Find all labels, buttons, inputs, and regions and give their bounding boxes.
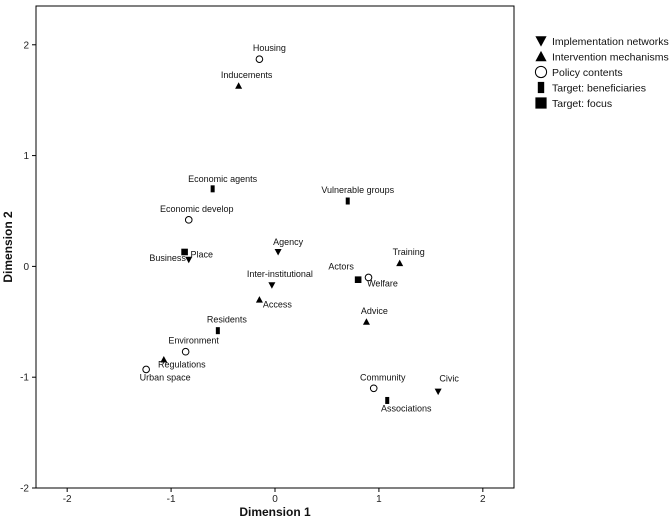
point-label: Associations xyxy=(381,403,432,413)
point-label: Civic xyxy=(439,374,459,384)
series-0: Agency Place Inter-institutional Civic xyxy=(185,237,459,396)
rect-marker xyxy=(537,81,545,94)
x-tick-label: 1 xyxy=(376,494,382,505)
rect-marker xyxy=(210,185,215,193)
y-tick-label: 2 xyxy=(23,40,29,51)
series-4: Business Actors xyxy=(149,248,362,283)
legend: Implementation networks Intervention mech… xyxy=(534,36,669,110)
point-label: Economic agents xyxy=(188,174,258,184)
point-label: Advice xyxy=(361,306,388,316)
point-label: Regulations xyxy=(158,359,206,369)
point-label: Training xyxy=(393,247,425,257)
triangle-down-marker xyxy=(274,248,282,256)
rect-marker xyxy=(345,197,350,205)
square-marker xyxy=(354,276,362,283)
circle-marker xyxy=(534,65,548,79)
legend-entry-label: Target: focus xyxy=(552,98,612,110)
y-axis-title: Dimension 2 xyxy=(1,211,15,283)
x-tick-label: 2 xyxy=(480,494,486,505)
point-label: Inducements xyxy=(221,70,273,80)
y-tick-label: 0 xyxy=(23,262,29,273)
triangle-down-marker xyxy=(434,388,442,396)
x-axis-title: Dimension 1 xyxy=(239,505,311,519)
point-label: Vulnerable groups xyxy=(321,185,394,195)
x-tick-label: -1 xyxy=(167,494,176,505)
point-label: Residents xyxy=(207,315,248,325)
legend-entry-label: Target: beneficiaries xyxy=(552,83,646,95)
y-tick-label: -2 xyxy=(20,484,29,495)
y-tick-label: -1 xyxy=(20,373,29,384)
point-label: Business xyxy=(149,253,186,263)
rect-marker xyxy=(215,327,220,335)
point-label: Community xyxy=(360,372,406,382)
point-label: Welfare xyxy=(367,278,398,288)
point-label: Actors xyxy=(328,262,354,272)
rect-marker xyxy=(385,396,390,404)
circle-marker xyxy=(184,216,193,224)
point-label: Agency xyxy=(273,237,304,247)
point-label: Environment xyxy=(168,336,219,346)
point-label: Urban space xyxy=(140,372,191,382)
triangle-up-marker xyxy=(160,355,168,363)
point-label: Place xyxy=(190,250,213,260)
legend-entry-label: Policy contents xyxy=(552,67,623,79)
circle-marker xyxy=(255,55,264,63)
circle-marker xyxy=(369,384,378,393)
point-label: Housing xyxy=(253,43,286,53)
x-tick-label: -2 xyxy=(63,494,72,505)
circle-marker xyxy=(364,273,373,282)
point-label: Access xyxy=(263,300,293,310)
triangle-up-marker xyxy=(535,50,547,62)
triangle-down-marker xyxy=(185,256,193,264)
triangle-down-marker xyxy=(535,36,547,47)
triangle-up-marker xyxy=(255,296,263,303)
series-2: Housing Economic develop Welfare Environmen… xyxy=(140,43,406,393)
triangle-down-marker xyxy=(268,282,276,289)
triangle-up-marker xyxy=(362,318,370,325)
series-1: Inducements Training Access Advice Regulatio… xyxy=(158,70,425,370)
square-marker xyxy=(535,97,547,109)
point-label: Economic develop xyxy=(160,204,234,214)
x-tick-label: 0 xyxy=(272,494,278,505)
series-3: Economic agents Vulnerable groups Resident… xyxy=(188,174,432,414)
circle-marker xyxy=(181,347,190,356)
legend-entry-label: Implementation networks xyxy=(552,36,669,48)
y-tick-label: 1 xyxy=(23,151,29,162)
triangle-up-marker xyxy=(235,82,243,89)
triangle-up-marker xyxy=(396,259,404,267)
data-points: Agency Place Inter-institutional Civic Induc… xyxy=(140,43,460,413)
legend-entry-label: Intervention mechanisms xyxy=(552,52,669,64)
circle-marker xyxy=(142,365,150,374)
square-marker xyxy=(181,248,188,256)
point-label: Inter-institutional xyxy=(247,269,313,279)
axes: -2 -1 0 1 2 -2 -1 0 1 2 xyxy=(20,40,486,505)
